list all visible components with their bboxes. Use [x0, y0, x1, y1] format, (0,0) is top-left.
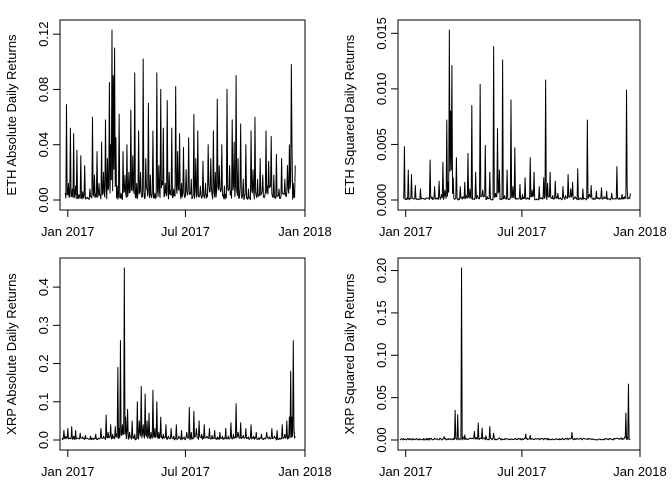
y-tick-label: 0.00	[36, 187, 51, 212]
y-tick-label: 0.1	[36, 393, 51, 411]
y-tick-label: 0.2	[36, 355, 51, 373]
y-tick-label: 0.015	[374, 17, 389, 50]
series-line	[402, 29, 631, 201]
x-tick-label: Jan 2017	[41, 224, 95, 239]
y-tick-label: 0.0	[36, 431, 51, 449]
plot-frame	[397, 19, 641, 211]
series-line	[61, 267, 296, 441]
y-tick-label: 0.15	[374, 300, 389, 325]
panel-1: 0.00 0.04 0.08 0.12 Jan 2017 Jul 2017 Jan 2018…	[4, 19, 332, 239]
y-tick-label: 0.10	[374, 343, 389, 368]
y-tick-label: 0.005	[374, 128, 389, 161]
panel-4: 0.00 0.05 0.10 0.15 0.20 Jan 2017 Jul 2017 Jan …	[342, 257, 667, 479]
x-tick-label: Jan 2017	[379, 224, 433, 239]
x-tick-label: Jan 2018	[613, 224, 667, 239]
y-tick-label: 0.000	[374, 184, 389, 217]
y-tick-label: 0.04	[36, 132, 51, 157]
y-tick-label: 0.010	[374, 73, 389, 106]
y-tick-label: 0.08	[36, 77, 51, 102]
y-axis-title: ETH Squared Daily Returns	[342, 34, 357, 195]
y-tick-label: 0.12	[36, 21, 51, 46]
x-tick-label: Jan 2018	[613, 464, 667, 479]
x-tick-label: Jul 2017	[161, 464, 210, 479]
x-tick-label: Jan 2017	[41, 464, 95, 479]
plot-frame	[59, 257, 306, 451]
series-line	[399, 267, 631, 441]
y-axis-title: ETH Absolute Daily Returns	[4, 34, 19, 196]
panel-2: 0.000 0.005 0.010 0.015 Jan 2017 Jul 2017 Jan …	[342, 17, 667, 239]
y-axis-title: XRP Squared Daily Returns	[342, 273, 357, 434]
x-tick-label: Jul 2017	[497, 224, 546, 239]
y-tick-label: 0.3	[36, 316, 51, 334]
y-axis-title: XRP Absolute Daily Returns	[4, 273, 19, 435]
panel-3: 0.0 0.1 0.2 0.3 0.4 Jan 2017 Jul 2017 Jan 2018 X…	[4, 257, 332, 479]
series-line	[64, 29, 296, 201]
y-tick-label: 0.20	[374, 258, 389, 283]
x-tick-label: Jan 2018	[278, 464, 332, 479]
y-tick-label: 0.4	[36, 278, 51, 296]
y-tick-label: 0.00	[374, 427, 389, 452]
plot-frame	[397, 257, 641, 451]
x-tick-label: Jul 2017	[497, 464, 546, 479]
x-tick-label: Jan 2017	[379, 464, 433, 479]
y-tick-label: 0.05	[374, 385, 389, 410]
plot-frame	[59, 19, 306, 211]
x-tick-label: Jan 2018	[278, 224, 332, 239]
x-tick-label: Jul 2017	[161, 224, 210, 239]
